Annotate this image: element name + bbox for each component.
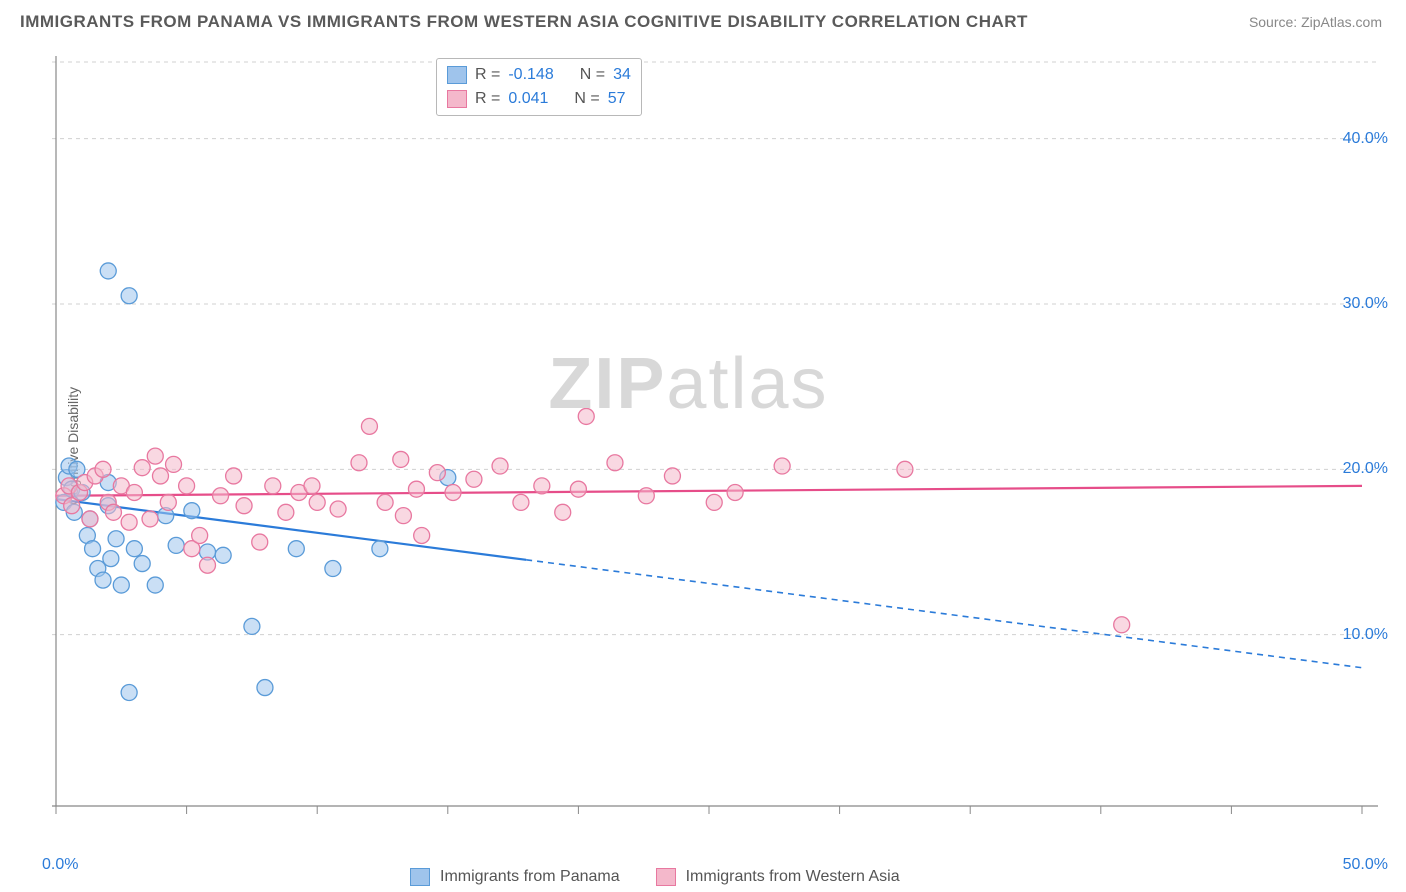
series-swatch-icon bbox=[447, 90, 467, 108]
n-label: N = bbox=[580, 63, 605, 87]
x-axis-max-label: 50.0% bbox=[1343, 856, 1388, 874]
n-value: 57 bbox=[608, 87, 626, 111]
y-tick-label: 40.0% bbox=[1343, 130, 1388, 148]
source-credit: Source: ZipAtlas.com bbox=[1249, 14, 1382, 30]
y-tick-label: 20.0% bbox=[1343, 460, 1388, 478]
legend-series: Immigrants from Panama Immigrants from W… bbox=[410, 868, 900, 886]
x-axis-min-label: 0.0% bbox=[42, 856, 78, 874]
chart-title: IMMIGRANTS FROM PANAMA VS IMMIGRANTS FRO… bbox=[20, 12, 1028, 32]
legend-label: Immigrants from Panama bbox=[440, 868, 620, 886]
n-label: N = bbox=[574, 87, 599, 111]
y-tick-label: 10.0% bbox=[1343, 626, 1388, 644]
legend-stats-row: R = 0.041 N = 57 bbox=[447, 87, 631, 111]
legend-label: Immigrants from Western Asia bbox=[686, 868, 900, 886]
r-label: R = bbox=[475, 63, 500, 87]
r-value: 0.041 bbox=[508, 87, 548, 111]
legend-stats-row: R = -0.148 N = 34 bbox=[447, 63, 631, 87]
r-value: -0.148 bbox=[508, 63, 553, 87]
series-swatch-icon bbox=[656, 868, 676, 886]
chart-area: ZIPatlas bbox=[52, 56, 1378, 836]
y-tick-label: 30.0% bbox=[1343, 295, 1388, 313]
legend-item: Immigrants from Western Asia bbox=[656, 868, 900, 886]
legend-item: Immigrants from Panama bbox=[410, 868, 620, 886]
series-swatch-icon bbox=[447, 66, 467, 84]
series-swatch-icon bbox=[410, 868, 430, 886]
n-value: 34 bbox=[613, 63, 631, 87]
scatter-plot bbox=[52, 56, 1378, 836]
legend-stats: R = -0.148 N = 34 R = 0.041 N = 57 bbox=[436, 58, 642, 116]
r-label: R = bbox=[475, 87, 500, 111]
